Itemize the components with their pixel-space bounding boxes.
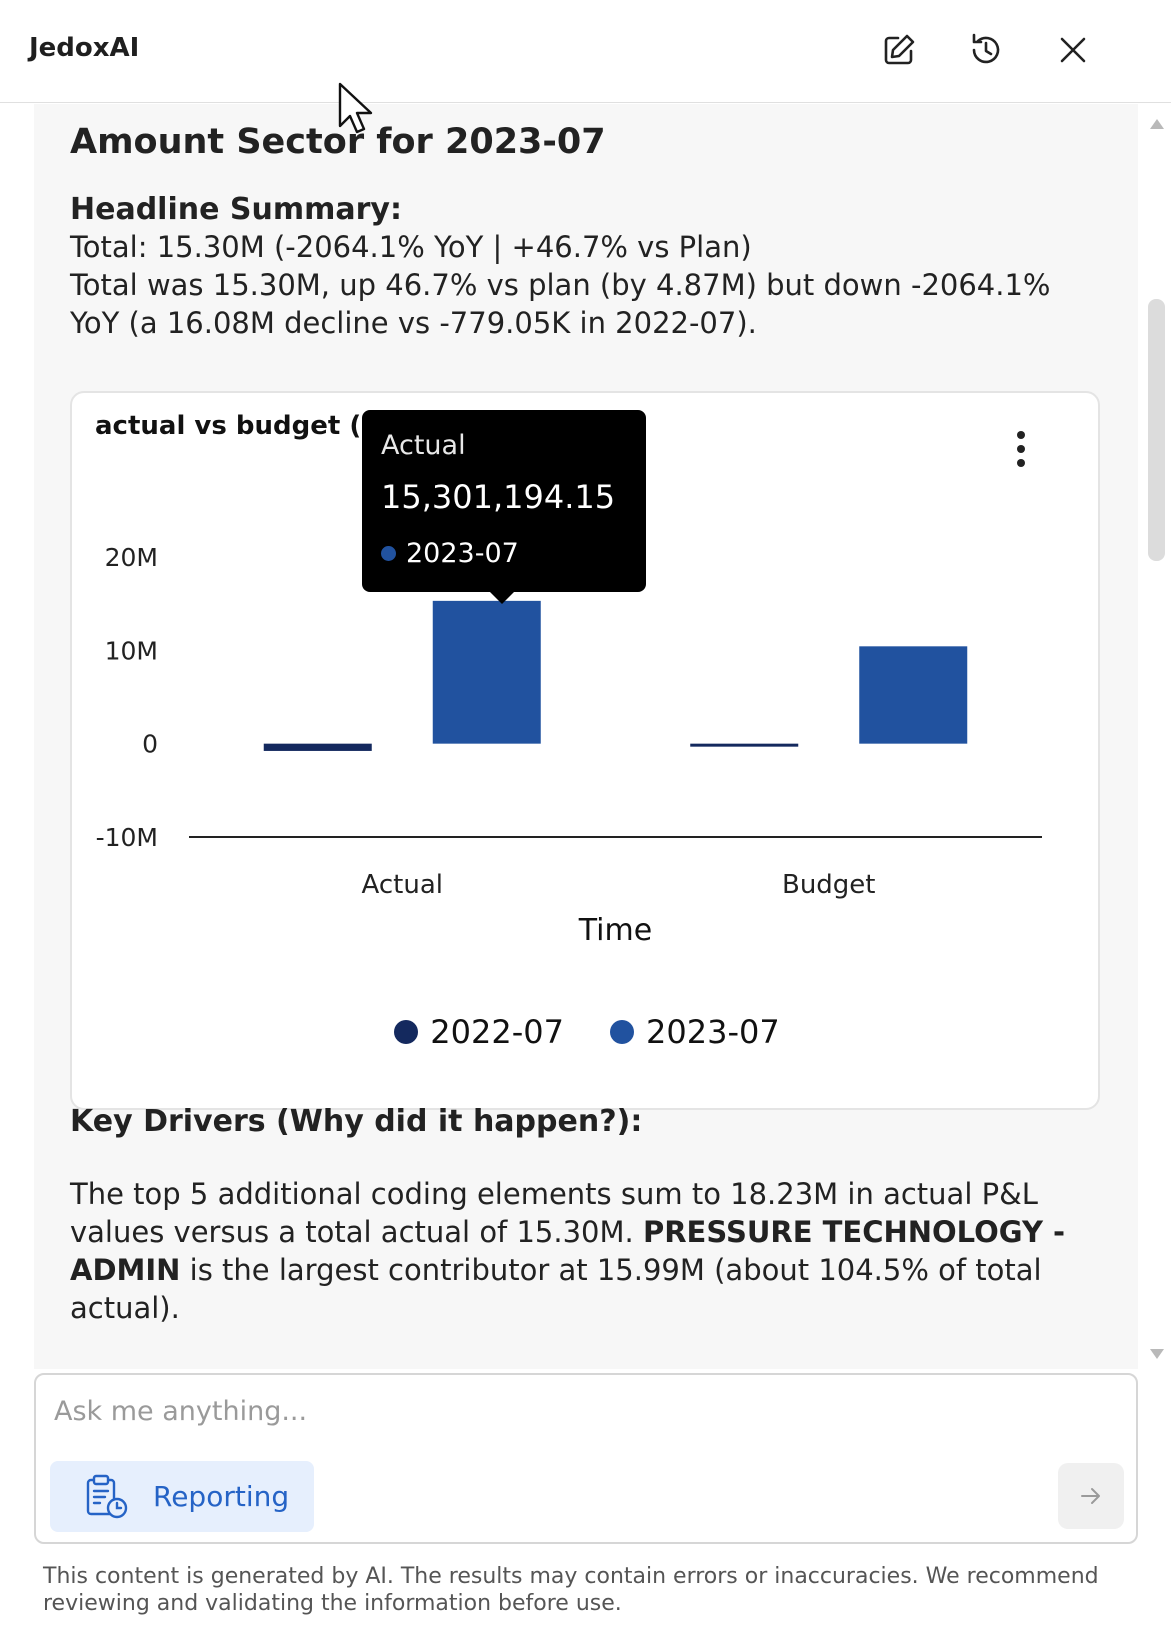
tooltip-category-label: 2023-07 <box>406 538 519 569</box>
panel-header: JedoxAI <box>0 0 1171 103</box>
chat-input[interactable] <box>52 1389 1116 1433</box>
chart-menu-button[interactable] <box>1014 431 1028 471</box>
close-button[interactable] <box>1051 28 1095 72</box>
close-icon <box>1060 37 1086 63</box>
y-tick-label: 0 <box>142 730 158 759</box>
scroll-up-arrow-icon[interactable] <box>1150 119 1164 129</box>
y-tick-label: 10M <box>105 636 158 665</box>
x-tick-label: Actual <box>362 870 443 900</box>
bar-2023-07-Budget <box>859 646 968 744</box>
kebab-dot-icon <box>1017 431 1025 439</box>
chat-content[interactable]: Amount Sector for 2023-07 Headline Summa… <box>0 104 1171 1369</box>
ai-message: Amount Sector for 2023-07 Headline Summa… <box>34 104 1138 1369</box>
key-drivers-heading: Key Drivers (Why did it happen?): <box>70 1104 643 1139</box>
drivers-text-highlight: PRESSURE TECHNOLOGY - ADMIN <box>70 1215 1066 1287</box>
tooltip-dot-icon <box>381 546 396 561</box>
legend-label: 2022-07 <box>430 1013 564 1051</box>
legend-item-2023-07[interactable]: 2023-07 <box>610 1013 780 1051</box>
headline-total: Total: 15.30M (-2064.1% YoY | +46.7% vs … <box>70 230 752 264</box>
tooltip-value: 15,301,194.15 <box>381 478 616 516</box>
legend-item-2022-07[interactable]: 2022-07 <box>394 1013 564 1051</box>
kebab-dot-icon <box>1017 445 1025 453</box>
headline-summary-heading: Headline Summary: <box>70 192 402 227</box>
y-tick-label: -10M <box>96 823 158 852</box>
clipboard-chart-icon <box>86 1474 128 1518</box>
scroll-thumb[interactable] <box>1148 299 1165 561</box>
scroll-down-arrow-icon[interactable] <box>1150 1349 1164 1359</box>
tooltip-series: Actual <box>381 430 466 461</box>
bar-2022-07-Budget <box>690 743 799 747</box>
chart-legend: 2022-07 2023-07 <box>72 1013 1102 1051</box>
y-tick-label: 20M <box>105 543 158 572</box>
reporting-button[interactable]: Reporting <box>50 1461 314 1532</box>
tooltip-category: 2023-07 <box>381 538 519 569</box>
bar-2022-07-Actual <box>263 743 372 751</box>
kebab-dot-icon <box>1017 459 1025 467</box>
new-chat-button[interactable] <box>877 28 921 72</box>
legend-dot-icon <box>394 1020 419 1044</box>
history-button[interactable] <box>964 28 1008 72</box>
reporting-label: Reporting <box>153 1480 290 1513</box>
message-title: Amount Sector for 2023-07 <box>70 122 606 162</box>
arrow-right-icon <box>1081 1488 1100 1504</box>
legend-dot-icon <box>610 1020 634 1044</box>
scrollbar[interactable] <box>1141 104 1171 1369</box>
x-tick-label: Budget <box>782 870 876 900</box>
app-title: JedoxAI <box>29 33 140 63</box>
send-button[interactable] <box>1058 1463 1124 1529</box>
chart-title: actual vs budget (20 <box>95 411 398 441</box>
chart-card: actual vs budget (20 20M 10M 0 -10M Actual Bu… <box>70 391 1100 1110</box>
bar-chart: 20M 10M 0 -10M Actual Budget Time <box>96 543 1042 948</box>
bar-2023-07-Actual <box>432 600 541 744</box>
x-axis-title: Time <box>578 913 652 948</box>
edit-icon <box>884 34 915 65</box>
drivers-text-part2: is the largest contributor at 15.99M (ab… <box>70 1253 1042 1325</box>
chat-input-box: Reporting <box>34 1373 1138 1544</box>
legend-label: 2023-07 <box>646 1013 780 1051</box>
drivers-text-part1: The top 5 additional coding elements sum… <box>70 1177 1038 1249</box>
history-icon <box>972 33 1000 64</box>
chart-tooltip: Actual 15,301,194.15 2023-07 <box>362 410 646 604</box>
key-drivers-text: The top 5 additional coding elements sum… <box>70 1175 1090 1327</box>
mouse-cursor-icon <box>338 82 373 134</box>
headline-detail: Total was 15.30M, up 46.7% vs plan (by 4… <box>70 268 1051 340</box>
ai-disclaimer: This content is generated by AI. The res… <box>43 1564 1099 1616</box>
